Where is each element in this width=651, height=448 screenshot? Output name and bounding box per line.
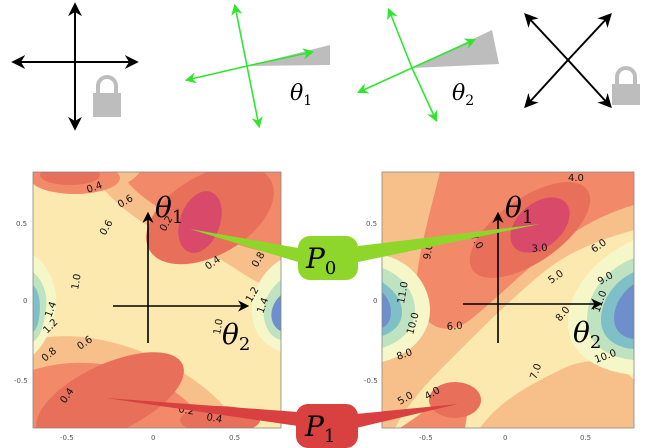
contour-label: 1.0: [70, 273, 84, 291]
right-plot-frame: [381, 171, 635, 429]
p0-pointer-right: [358, 224, 540, 262]
theta1-axis-label: θ1: [505, 191, 533, 228]
contour-label: 1.4: [43, 300, 59, 319]
y-tick: -0.5: [364, 377, 378, 385]
left-contour-plot: 0.5 0 -0.5 -0.5 0 0.5 0.4 0.6 0.2 0.6 0.…: [14, 171, 282, 442]
arrow-down-right: [567, 59, 612, 109]
left-contour-fill: [33, 172, 281, 428]
contour-label: 0.4: [205, 412, 223, 426]
right-theta-axes: θ1 θ2: [463, 191, 603, 353]
contour-label: 4.0: [568, 173, 584, 184]
contour-label: 7.0: [528, 362, 544, 381]
x-tick: 0.5: [580, 434, 591, 442]
frame-fixed-diagonal: [524, 12, 640, 109]
p1-pointer-right: [356, 404, 458, 428]
green-arrow-left: [184, 65, 248, 84]
p1-pointer-left: [106, 398, 298, 426]
y-tick: 0.5: [366, 220, 377, 228]
p0-pointer-left: [190, 229, 298, 262]
p1-bubble: [296, 404, 358, 448]
green-arrow-down: [246, 65, 263, 129]
green-arrow-left: [356, 67, 413, 94]
right-contour-plot: 0.5 0 -0.5 -0.5 0 0.5 4.0 7.0 9.0 3.0 6.…: [364, 171, 635, 442]
theta1-axis-label: θ1: [155, 191, 183, 228]
y-tick: 0: [373, 297, 377, 305]
y-tick: 0.5: [16, 220, 27, 228]
x-tick: -0.5: [419, 434, 433, 442]
green-arrow-up: [231, 3, 248, 67]
contour-label: 6.0: [446, 321, 463, 333]
frame-rotated-theta1: θ1: [184, 3, 330, 129]
arrow-down-left: [524, 59, 569, 109]
y-tick: -0.5: [14, 377, 28, 385]
lock-icon: [612, 66, 640, 105]
arrow-up-left: [524, 12, 569, 61]
left-theta-axes: θ1 θ2: [113, 191, 250, 355]
x-tick: 0.5: [229, 434, 240, 442]
contour-label: 3.0: [531, 243, 548, 255]
frame-rotated-theta2: θ2: [356, 7, 499, 123]
green-arrow-right: [246, 48, 315, 67]
theta2-label: θ2: [452, 81, 474, 109]
frame-fixed: [11, 2, 139, 131]
arrow-up-right: [567, 12, 612, 61]
top-row: θ1 θ2: [11, 2, 640, 131]
contour-label: 0.4: [85, 180, 104, 196]
contour-label: 8.0: [395, 347, 414, 363]
lock-icon: [93, 75, 121, 117]
theta1-label: θ1: [290, 81, 312, 109]
x-tick: -0.5: [60, 434, 74, 442]
green-arrow-down: [411, 67, 438, 123]
theta2-axis-label: θ2: [573, 316, 601, 353]
green-arrow-up: [387, 7, 413, 69]
theta2-axis-label: θ2: [222, 318, 250, 355]
green-arrow-right: [411, 38, 477, 69]
callout-p0: P0: [190, 224, 540, 280]
callout-p1: P1: [106, 398, 458, 448]
y-tick: 0: [23, 297, 27, 305]
left-plot-frame: [32, 171, 282, 429]
contour-label: 1.4: [255, 296, 271, 315]
p1-label: P1: [304, 410, 335, 447]
contour-label: 11.0: [396, 281, 411, 305]
p0-bubble: [298, 236, 358, 280]
right-ticks: 0.5 0 -0.5 -0.5 0 0.5: [364, 220, 591, 442]
x-tick: 0: [503, 434, 507, 442]
contour-label: 1.0: [212, 318, 226, 336]
x-tick: 0: [151, 434, 155, 442]
left-ticks: 0.5 0 -0.5 -0.5 0 0.5: [14, 220, 240, 442]
p0-label: P0: [305, 242, 336, 279]
